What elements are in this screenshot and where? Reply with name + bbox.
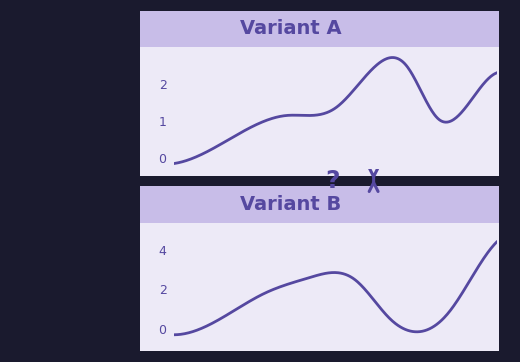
Text: Variant A: Variant A [240, 20, 342, 38]
Bar [140, 11, 499, 176]
Text: ?: ? [325, 169, 339, 193]
Bar [140, 186, 499, 351]
Text: Variant B: Variant B [240, 195, 342, 214]
Bar [140, 11, 499, 47]
Bar [140, 186, 499, 223]
